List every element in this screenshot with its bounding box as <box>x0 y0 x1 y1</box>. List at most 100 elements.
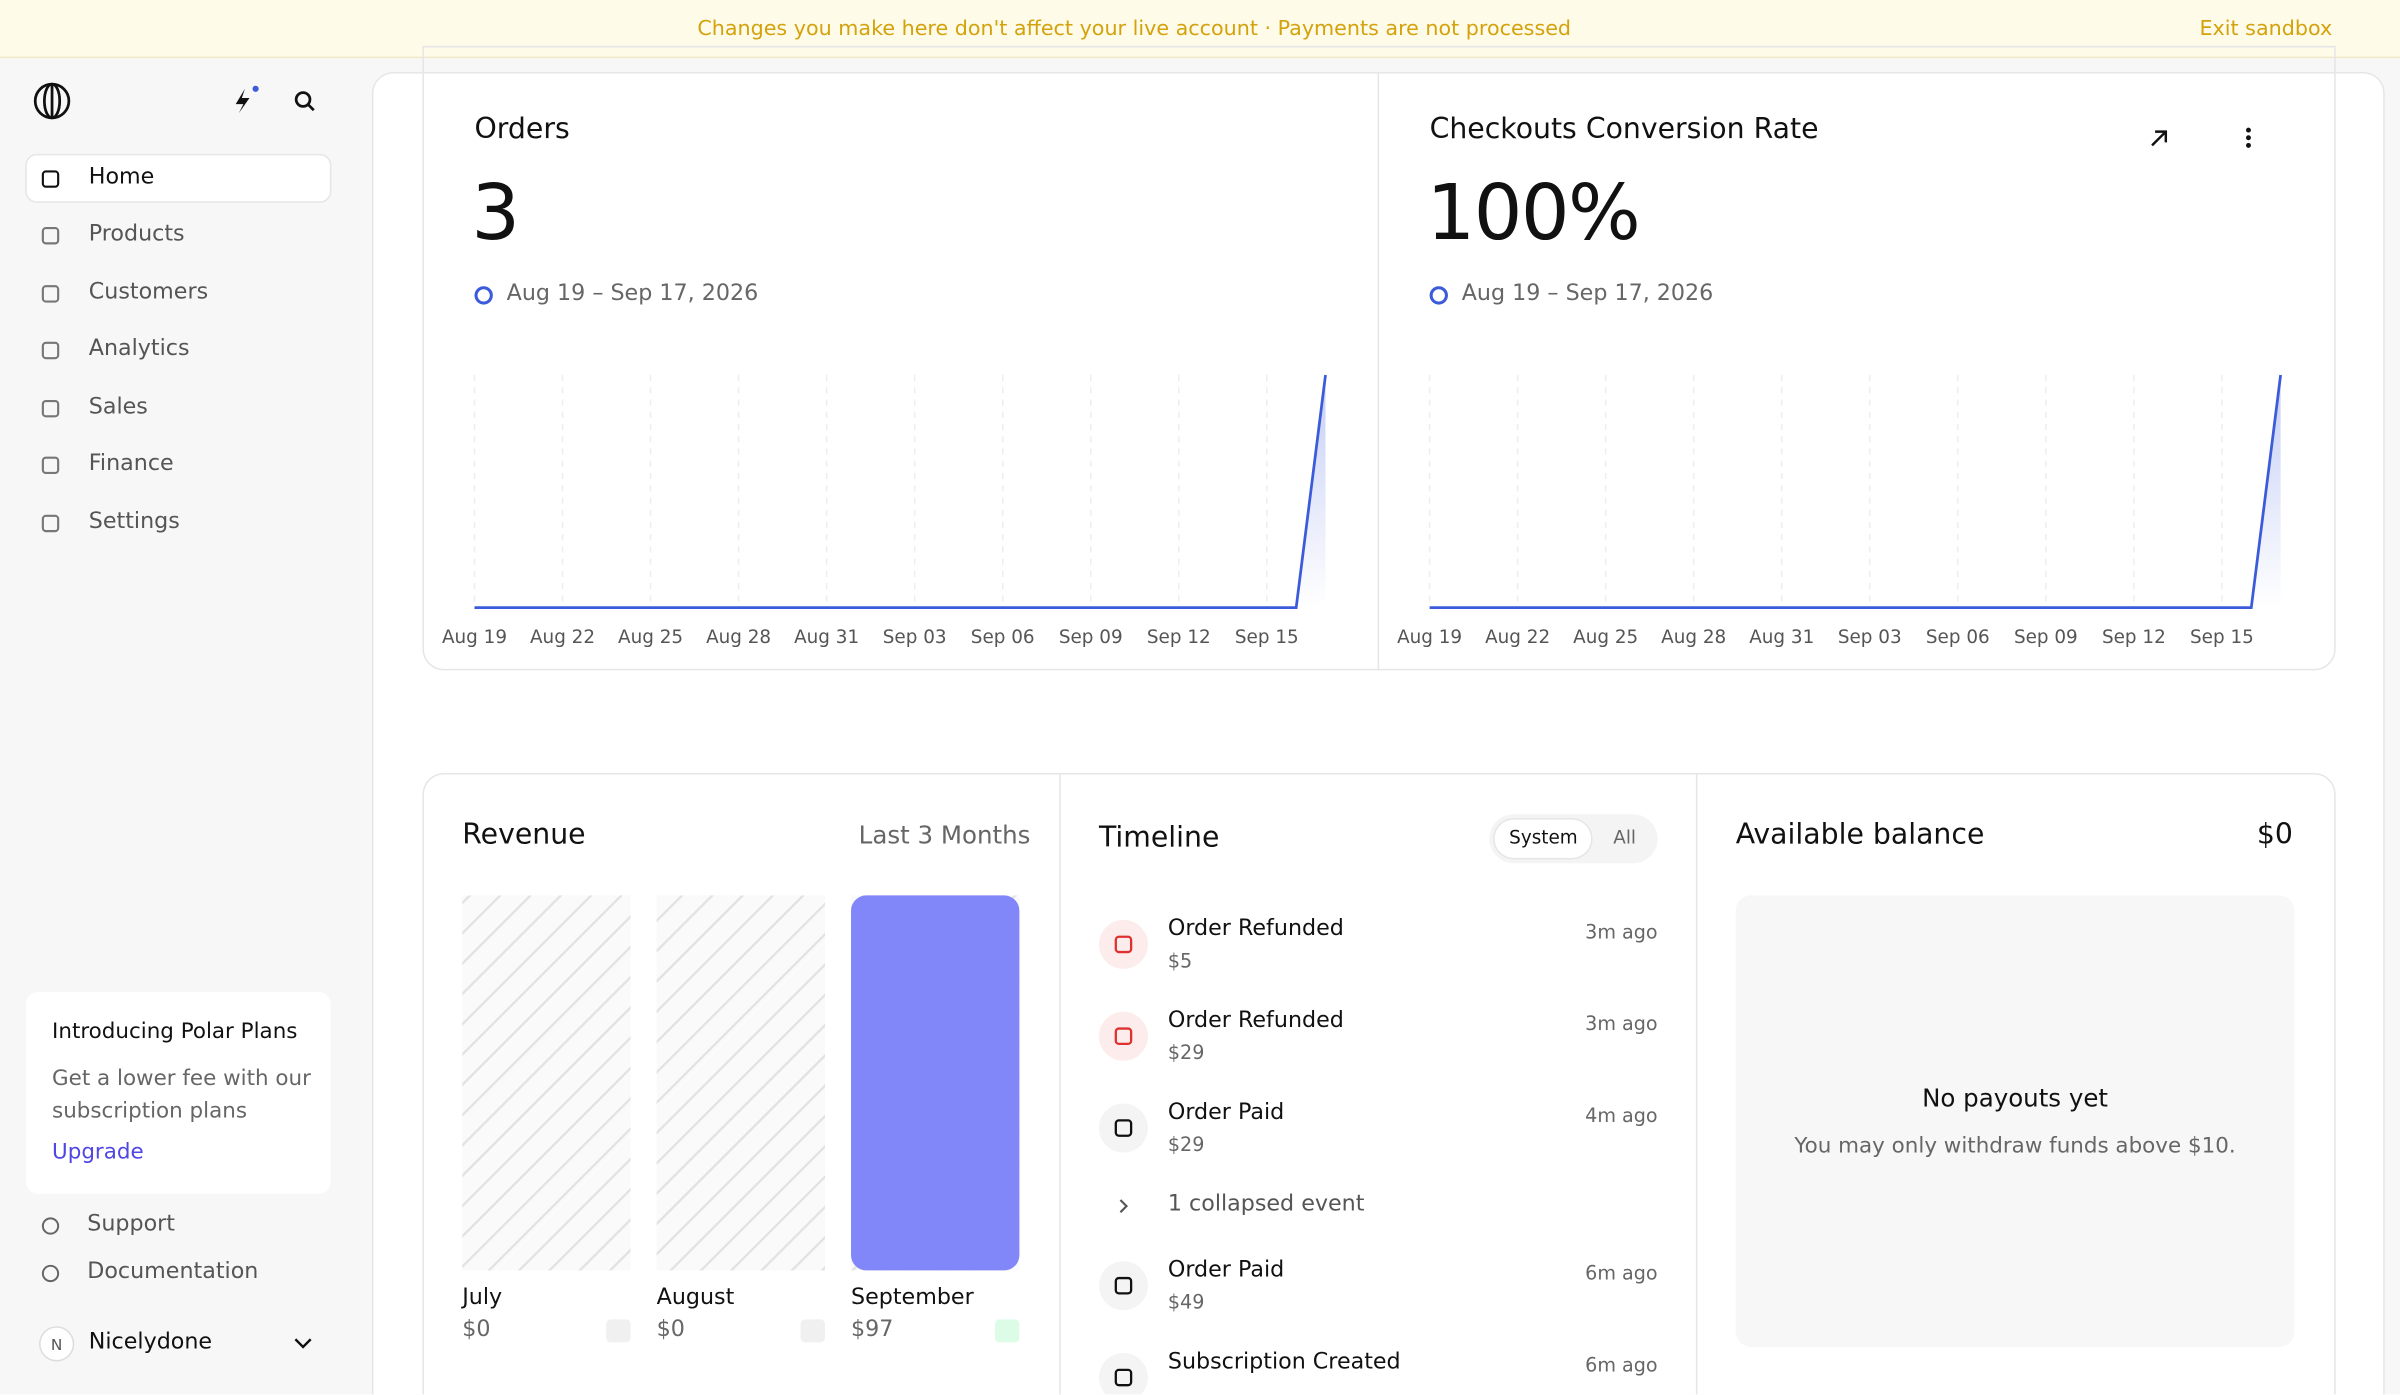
nav-item[interactable]: Analytics <box>88 336 190 362</box>
legend-dot <box>474 286 493 305</box>
trend-badge <box>800 1319 825 1343</box>
nav-icon <box>41 226 60 245</box>
event-time: 4m ago <box>1585 1103 1658 1127</box>
expand-chevron <box>1119 1199 1129 1214</box>
card-total: 3 <box>471 168 520 258</box>
logo[interactable] <box>33 82 71 120</box>
promo-link[interactable]: Upgrade <box>52 1140 144 1165</box>
event-time: 6m ago <box>1585 1353 1658 1377</box>
event-title: Order Refunded <box>1167 916 1344 942</box>
promo-title: Introducing Polar Plans <box>52 1019 298 1044</box>
trend-badge <box>994 1319 1020 1343</box>
event-amount: $5 <box>1167 948 1193 972</box>
nav-active <box>25 153 332 203</box>
metrics-card <box>422 45 2336 671</box>
nav-item[interactable]: Products <box>88 221 185 247</box>
banner-message: Changes you make here don't affect your … <box>697 16 1572 42</box>
empty-text: You may only withdraw funds above $10. <box>1794 1134 2236 1159</box>
bottom-card <box>422 772 2336 1395</box>
x-tick-label: Sep 12 <box>2102 627 2166 648</box>
x-tick-label: Aug 25 <box>1573 627 1638 648</box>
x-tick-label: Sep 15 <box>1235 627 1299 648</box>
tab[interactable]: System <box>1509 826 1578 848</box>
sidebar-link[interactable]: Support <box>87 1212 175 1237</box>
nav-icon <box>41 170 60 188</box>
legend-dot <box>1429 286 1448 305</box>
x-tick-label: Aug 31 <box>794 627 859 648</box>
divider <box>1059 774 1061 1395</box>
avatar-initial: N <box>51 1336 62 1354</box>
divider <box>1695 774 1698 1395</box>
bar-value: $97 <box>851 1317 894 1343</box>
sandbox-banner <box>0 0 2400 59</box>
exit-sandbox[interactable]: Exit sandbox <box>2199 16 2333 42</box>
event-time: 3m ago <box>1585 1011 1658 1035</box>
user-name[interactable]: Nicelydone <box>88 1330 213 1355</box>
event-title: Order Refunded <box>1167 1008 1344 1034</box>
bar <box>851 895 1020 1271</box>
nav-icon <box>41 456 60 475</box>
nav-item[interactable]: Settings <box>88 509 180 535</box>
event-icon-bg <box>1098 919 1148 969</box>
bar-placeholder <box>462 895 631 1271</box>
date-range: Aug 19 – Sep 17, 2026 <box>1461 281 1714 307</box>
event-title: Subscription Created <box>1167 1349 1401 1375</box>
trend-badge <box>606 1319 631 1343</box>
sidebar-link[interactable]: Documentation <box>87 1259 259 1285</box>
event-icon-bg <box>1098 1261 1148 1311</box>
event-amount: $49 <box>1167 1290 1205 1314</box>
card-title: Available balance <box>1735 818 1985 852</box>
x-tick-label: Sep 03 <box>883 627 947 648</box>
x-tick-label: Aug 28 <box>1661 627 1726 648</box>
event-icon <box>1114 1027 1133 1046</box>
collapsed-event[interactable]: 1 collapsed event <box>1167 1192 1365 1217</box>
x-tick-label: Sep 09 <box>2014 627 2078 648</box>
bar-category: July <box>462 1285 503 1311</box>
balance-amount: $0 <box>2256 818 2293 852</box>
line-area <box>474 374 1326 608</box>
card-total: 100% <box>1426 168 1641 258</box>
more-icon[interactable] <box>2246 127 2251 148</box>
card-subtitle: Last 3 Months <box>858 820 1031 850</box>
link-icon <box>41 1264 60 1283</box>
promo-card <box>26 991 331 1194</box>
event-time: 3m ago <box>1585 919 1658 943</box>
payouts-empty <box>1735 895 2295 1347</box>
chevron <box>294 1338 312 1349</box>
nav-item[interactable]: Customers <box>88 280 209 305</box>
promo-text: Get a lower fee with our subscription pl… <box>52 1066 311 1124</box>
event-title: Order Paid <box>1167 1258 1285 1283</box>
nav-icon <box>41 399 60 418</box>
divider <box>1377 71 1380 669</box>
nav-item[interactable]: Sales <box>88 394 148 420</box>
x-tick-label: Sep 03 <box>1838 627 1902 648</box>
x-tick-label: Aug 31 <box>1749 627 1814 648</box>
event-time: 6m ago <box>1585 1261 1658 1285</box>
tab[interactable]: All <box>1613 826 1637 848</box>
x-tick-label: Sep 09 <box>1059 627 1123 648</box>
bar-category: September <box>851 1285 974 1311</box>
nav-item[interactable]: Finance <box>88 451 174 477</box>
event-icon <box>1114 1119 1133 1137</box>
x-tick-label: Sep 06 <box>1926 627 1990 648</box>
event-icon-bg <box>1098 1011 1148 1061</box>
search-icon[interactable] <box>294 91 315 112</box>
expand-icon[interactable] <box>2151 130 2168 147</box>
x-tick-label: Aug 19 <box>1397 627 1462 648</box>
event-amount: $29 <box>1167 1132 1205 1156</box>
notification-dot <box>252 85 259 92</box>
event-icon <box>1114 935 1133 954</box>
nav-item[interactable]: Home <box>88 165 155 190</box>
bolt-icon[interactable] <box>235 88 250 114</box>
tab-active[interactable] <box>1493 818 1593 860</box>
x-tick-label: Aug 19 <box>442 627 507 648</box>
avatar <box>39 1326 75 1362</box>
event-amount: $29 <box>1167 1040 1205 1064</box>
bar-value: $0 <box>656 1317 685 1343</box>
link-icon <box>41 1217 60 1235</box>
x-tick-label: Aug 25 <box>618 627 683 648</box>
x-tick-label: Aug 22 <box>530 627 595 648</box>
x-tick-label: Sep 15 <box>2190 627 2254 648</box>
